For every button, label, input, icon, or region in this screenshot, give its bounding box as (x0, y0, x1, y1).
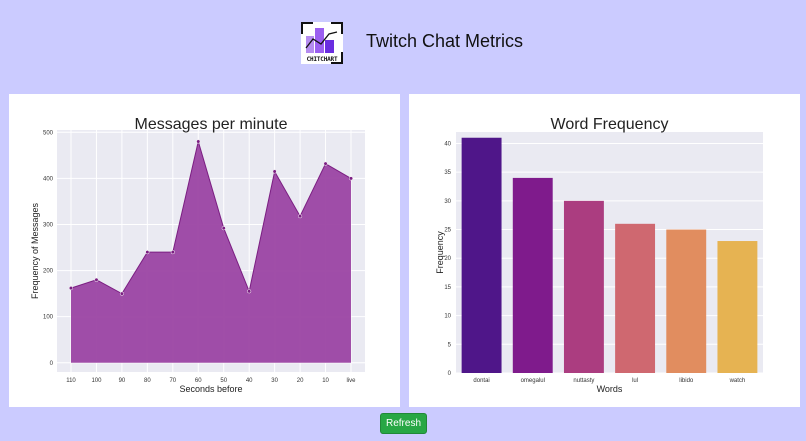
data-point (94, 277, 99, 282)
y-tick-label: 300 (43, 222, 54, 228)
data-point (68, 286, 74, 291)
data-point (247, 289, 252, 294)
messages-chart-card: 0 100 200 300 400 500 110 100 90 80 70 60 50 40 30 20 10… (9, 94, 400, 407)
chart-logo-icon (305, 28, 338, 53)
word-frequency-chart: 0 5 10 15 20 25 30 35 40 dontai omegalul nuttasty lu… (435, 116, 763, 394)
chart-title: Messages per minute (135, 116, 288, 133)
y-tick-label: 200 (43, 269, 54, 275)
bar-omegalul (512, 177, 553, 373)
data-point (170, 250, 175, 255)
y-tick-label: 100 (43, 315, 54, 321)
logo-text: CHITCHART (306, 56, 338, 63)
page-title: Twitch Chat Metrics (366, 31, 524, 51)
data-point (298, 214, 303, 219)
x-tick-label: live (346, 378, 356, 384)
x-tick-label: 80 (144, 378, 151, 384)
messages-per-minute-chart: 0 100 200 300 400 500 110 100 90 80 70 60 50 40 30 20 10… (30, 116, 365, 394)
y-axis-label: Frequency of Messages (30, 202, 40, 299)
x-tick-label: omegalul (521, 378, 545, 384)
y-tick-label: 500 (43, 130, 54, 136)
bar-dontai (461, 137, 502, 373)
y-tick-label: 400 (43, 176, 54, 182)
data-point (145, 250, 150, 255)
y-tick-label: 25 (444, 228, 451, 234)
x-axis-label: Words (597, 384, 623, 394)
data-point (272, 169, 277, 174)
y-tick-label: 0 (448, 371, 452, 377)
x-tick-label: 100 (91, 378, 102, 384)
data-point (196, 139, 201, 144)
x-axis-label: Seconds before (179, 384, 242, 394)
x-tick-label: nuttasty (573, 378, 594, 384)
x-tick-label: dontai (473, 378, 489, 384)
area-fill (71, 141, 351, 363)
chart-title: Word Frequency (551, 116, 669, 133)
header: CHITCHART Twitch Chat Metrics (0, 0, 806, 90)
y-axis-label: Frequency (435, 231, 445, 274)
x-tick-label: 20 (297, 378, 304, 384)
x-tick-label: watch (729, 378, 746, 384)
series-line (70, 139, 352, 295)
y-tick-label: 10 (444, 314, 451, 320)
refresh-button[interactable]: Refresh (380, 413, 427, 434)
y-tick-label: 0 (50, 361, 54, 367)
bar-libido (666, 229, 707, 373)
data-point (323, 161, 328, 166)
y-tick-label: 40 (444, 141, 451, 147)
x-tick-label: 50 (220, 378, 227, 384)
bar-nuttasty (563, 200, 604, 373)
x-tick-label: 60 (195, 378, 202, 384)
plot-area (456, 132, 763, 373)
x-tick-label: 110 (66, 378, 76, 384)
data-point (348, 176, 354, 181)
word-frequency-chart-card: 0 5 10 15 20 25 30 35 40 dontai omegalul nuttasty lu… (409, 94, 800, 407)
y-tick-label: 5 (448, 342, 452, 348)
bar-watch (717, 241, 758, 373)
x-tick-label: 30 (271, 378, 278, 384)
data-point (119, 291, 124, 296)
bar-lul (615, 223, 656, 373)
y-tick-label: 20 (444, 256, 451, 262)
x-tick-label: 40 (246, 378, 253, 384)
x-tick-label: lul (632, 378, 638, 384)
y-tick-label: 30 (444, 199, 451, 205)
x-tick-label: libido (679, 378, 694, 384)
y-tick-label: 35 (444, 170, 451, 176)
x-tick-label: 70 (169, 378, 176, 384)
x-tick-label: 10 (322, 378, 329, 384)
data-point (221, 226, 226, 231)
app-logo: CHITCHART (301, 22, 343, 64)
y-tick-label: 15 (444, 285, 451, 291)
x-tick-label: 90 (119, 378, 126, 384)
